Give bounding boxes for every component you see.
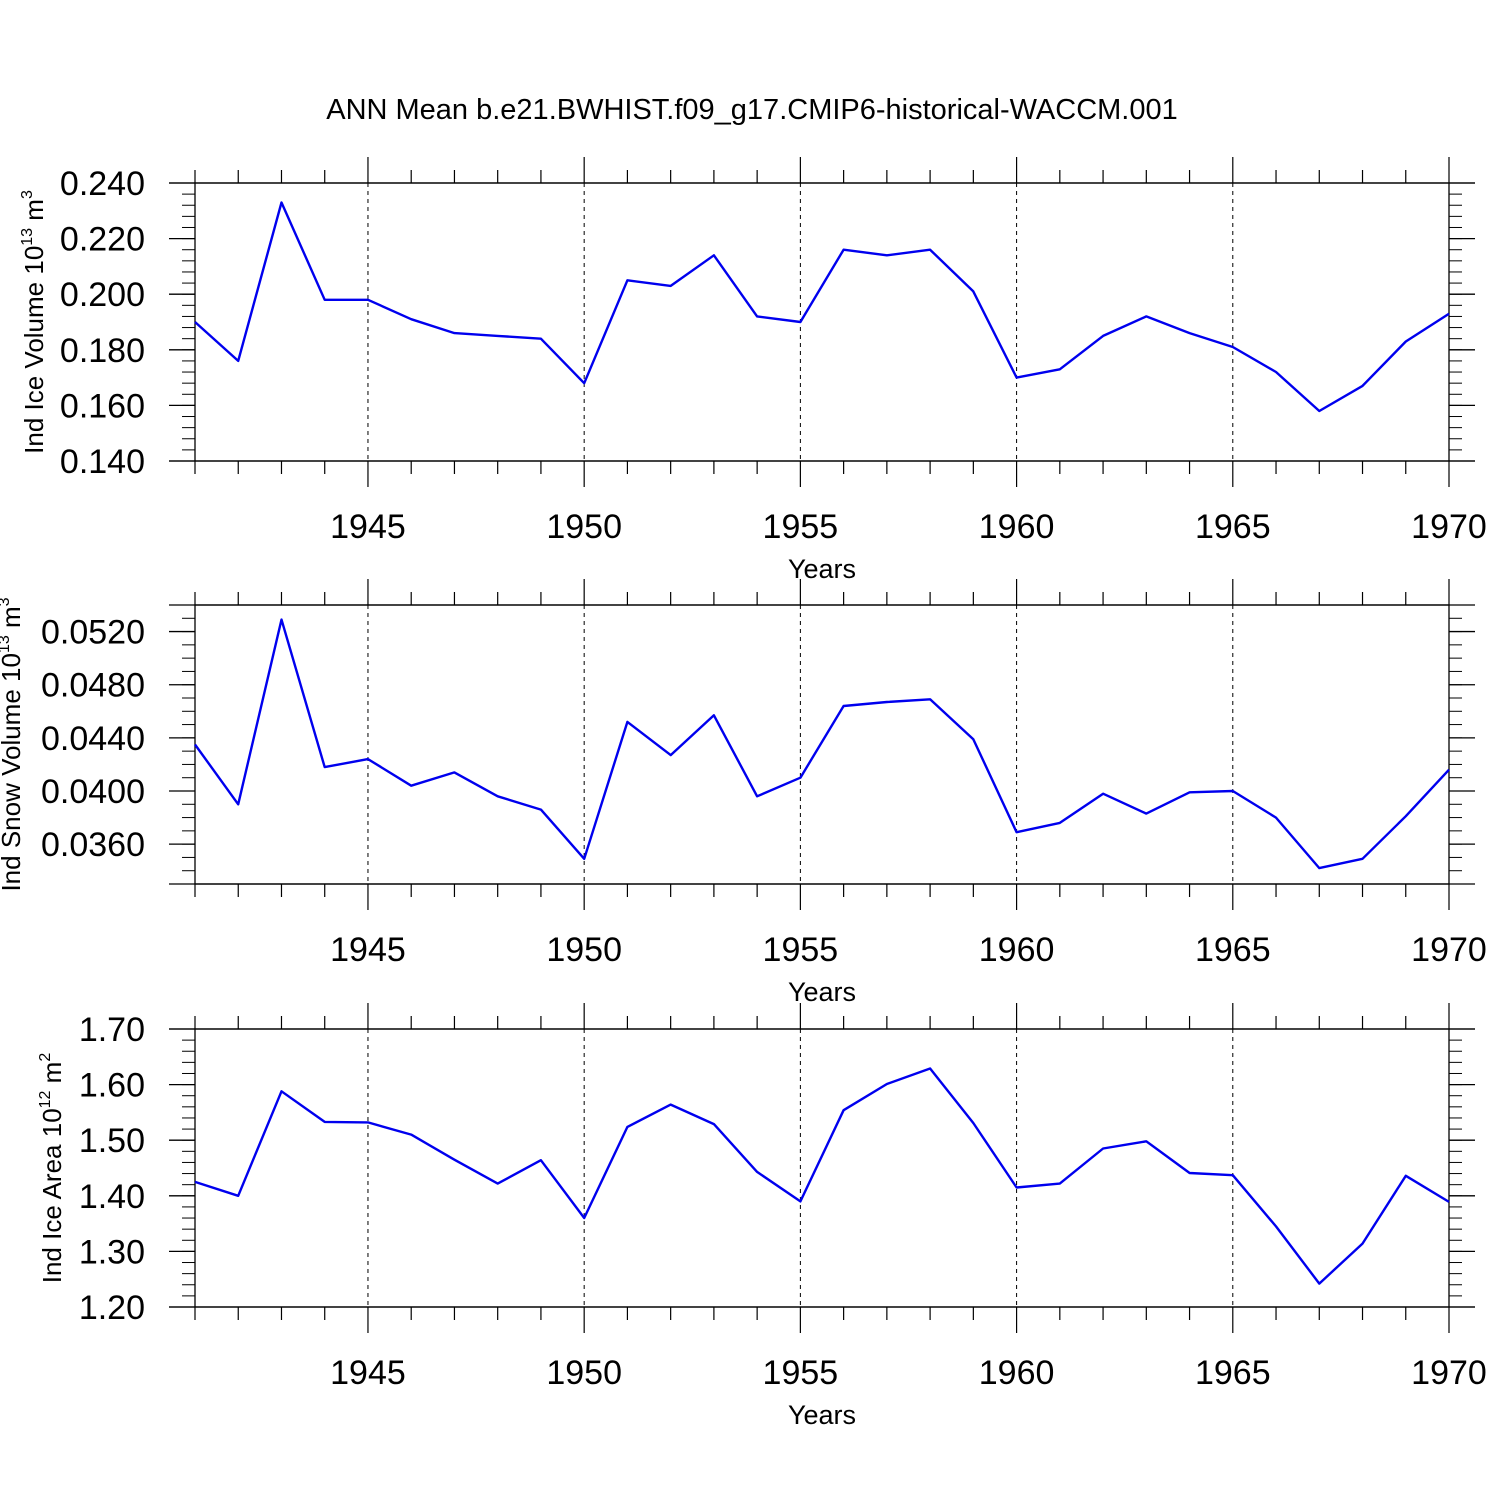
y-tick-label: 1.60 xyxy=(79,1067,145,1105)
panel-2: 0.0360 0.0400 0.0440 0.0480 0.0520 1945 1950 19… xyxy=(0,579,1487,1007)
series-line xyxy=(194,1067,1450,1285)
panels: 0.140 0.160 0.180 0.200 0.220 0.240 1945 1950 19… xyxy=(0,157,1487,1430)
plot-frame xyxy=(194,1028,1450,1308)
x-tick-label: 1950 xyxy=(546,1354,622,1392)
y-tick-label: 0.140 xyxy=(60,443,145,481)
x-tick-label: 1955 xyxy=(763,1354,839,1392)
y-tick-label: 1.50 xyxy=(79,1122,145,1160)
y-tick-label: 1.30 xyxy=(79,1233,145,1271)
x-axis-label: Years xyxy=(788,977,856,1007)
x-tick-label: 1950 xyxy=(546,508,622,546)
y-tick-label: 1.70 xyxy=(79,1011,145,1049)
x-tick-label: 1965 xyxy=(1195,1354,1271,1392)
y-tick-label: 0.0360 xyxy=(41,826,145,864)
y-tick-label: 1.20 xyxy=(79,1289,145,1327)
x-tick-label: 1960 xyxy=(979,508,1055,546)
plot-frame xyxy=(194,604,1450,885)
y-tick-label: 0.180 xyxy=(60,332,145,370)
x-tick-label: 1945 xyxy=(330,508,406,546)
y-tick-label: 0.160 xyxy=(60,387,145,425)
x-tick-label: 1970 xyxy=(1411,1354,1487,1392)
x-tick-label: 1960 xyxy=(979,1354,1055,1392)
y-tick-label: 1.40 xyxy=(79,1178,145,1216)
x-tick-label: 1960 xyxy=(979,931,1055,969)
y-tick-label: 0.220 xyxy=(60,221,145,259)
figure-title: ANN Mean b.e21.BWHIST.f09_g17.CMIP6-hist… xyxy=(326,94,1178,126)
x-tick-label: 1965 xyxy=(1195,508,1271,546)
y-tick-label: 0.200 xyxy=(60,276,145,314)
y-axis-label: Ind Ice Area 1012 m2 xyxy=(37,1053,67,1284)
series-line xyxy=(194,201,1450,413)
series-line xyxy=(194,618,1450,870)
plot-frame xyxy=(194,182,1450,462)
x-tick-label: 1945 xyxy=(330,1354,406,1392)
y-axis-label: Ind Snow Volume 1013 m3 xyxy=(0,597,26,891)
y-tick-label: 0.0400 xyxy=(41,773,145,811)
y-tick-label: 0.0440 xyxy=(41,720,145,758)
y-tick-label: 0.0520 xyxy=(41,614,145,652)
panel-3: 1.20 1.30 1.40 1.50 1.60 1.70 1945 1950 1955 1960… xyxy=(37,1003,1487,1430)
y-tick-label: 0.0480 xyxy=(41,667,145,705)
y-axis-label: Ind Ice Volume 1013 m3 xyxy=(19,190,49,454)
x-tick-label: 1970 xyxy=(1411,931,1487,969)
x-axis-label: Years xyxy=(788,554,856,584)
x-tick-label: 1955 xyxy=(763,931,839,969)
y-tick-label: 0.240 xyxy=(60,165,145,203)
x-axis-label: Years xyxy=(788,1400,856,1430)
x-tick-label: 1965 xyxy=(1195,931,1271,969)
x-tick-label: 1970 xyxy=(1411,508,1487,546)
x-tick-label: 1945 xyxy=(330,931,406,969)
x-tick-label: 1950 xyxy=(546,931,622,969)
x-tick-label: 1955 xyxy=(763,508,839,546)
panel-1: 0.140 0.160 0.180 0.200 0.220 0.240 1945 1950 19… xyxy=(19,157,1487,584)
